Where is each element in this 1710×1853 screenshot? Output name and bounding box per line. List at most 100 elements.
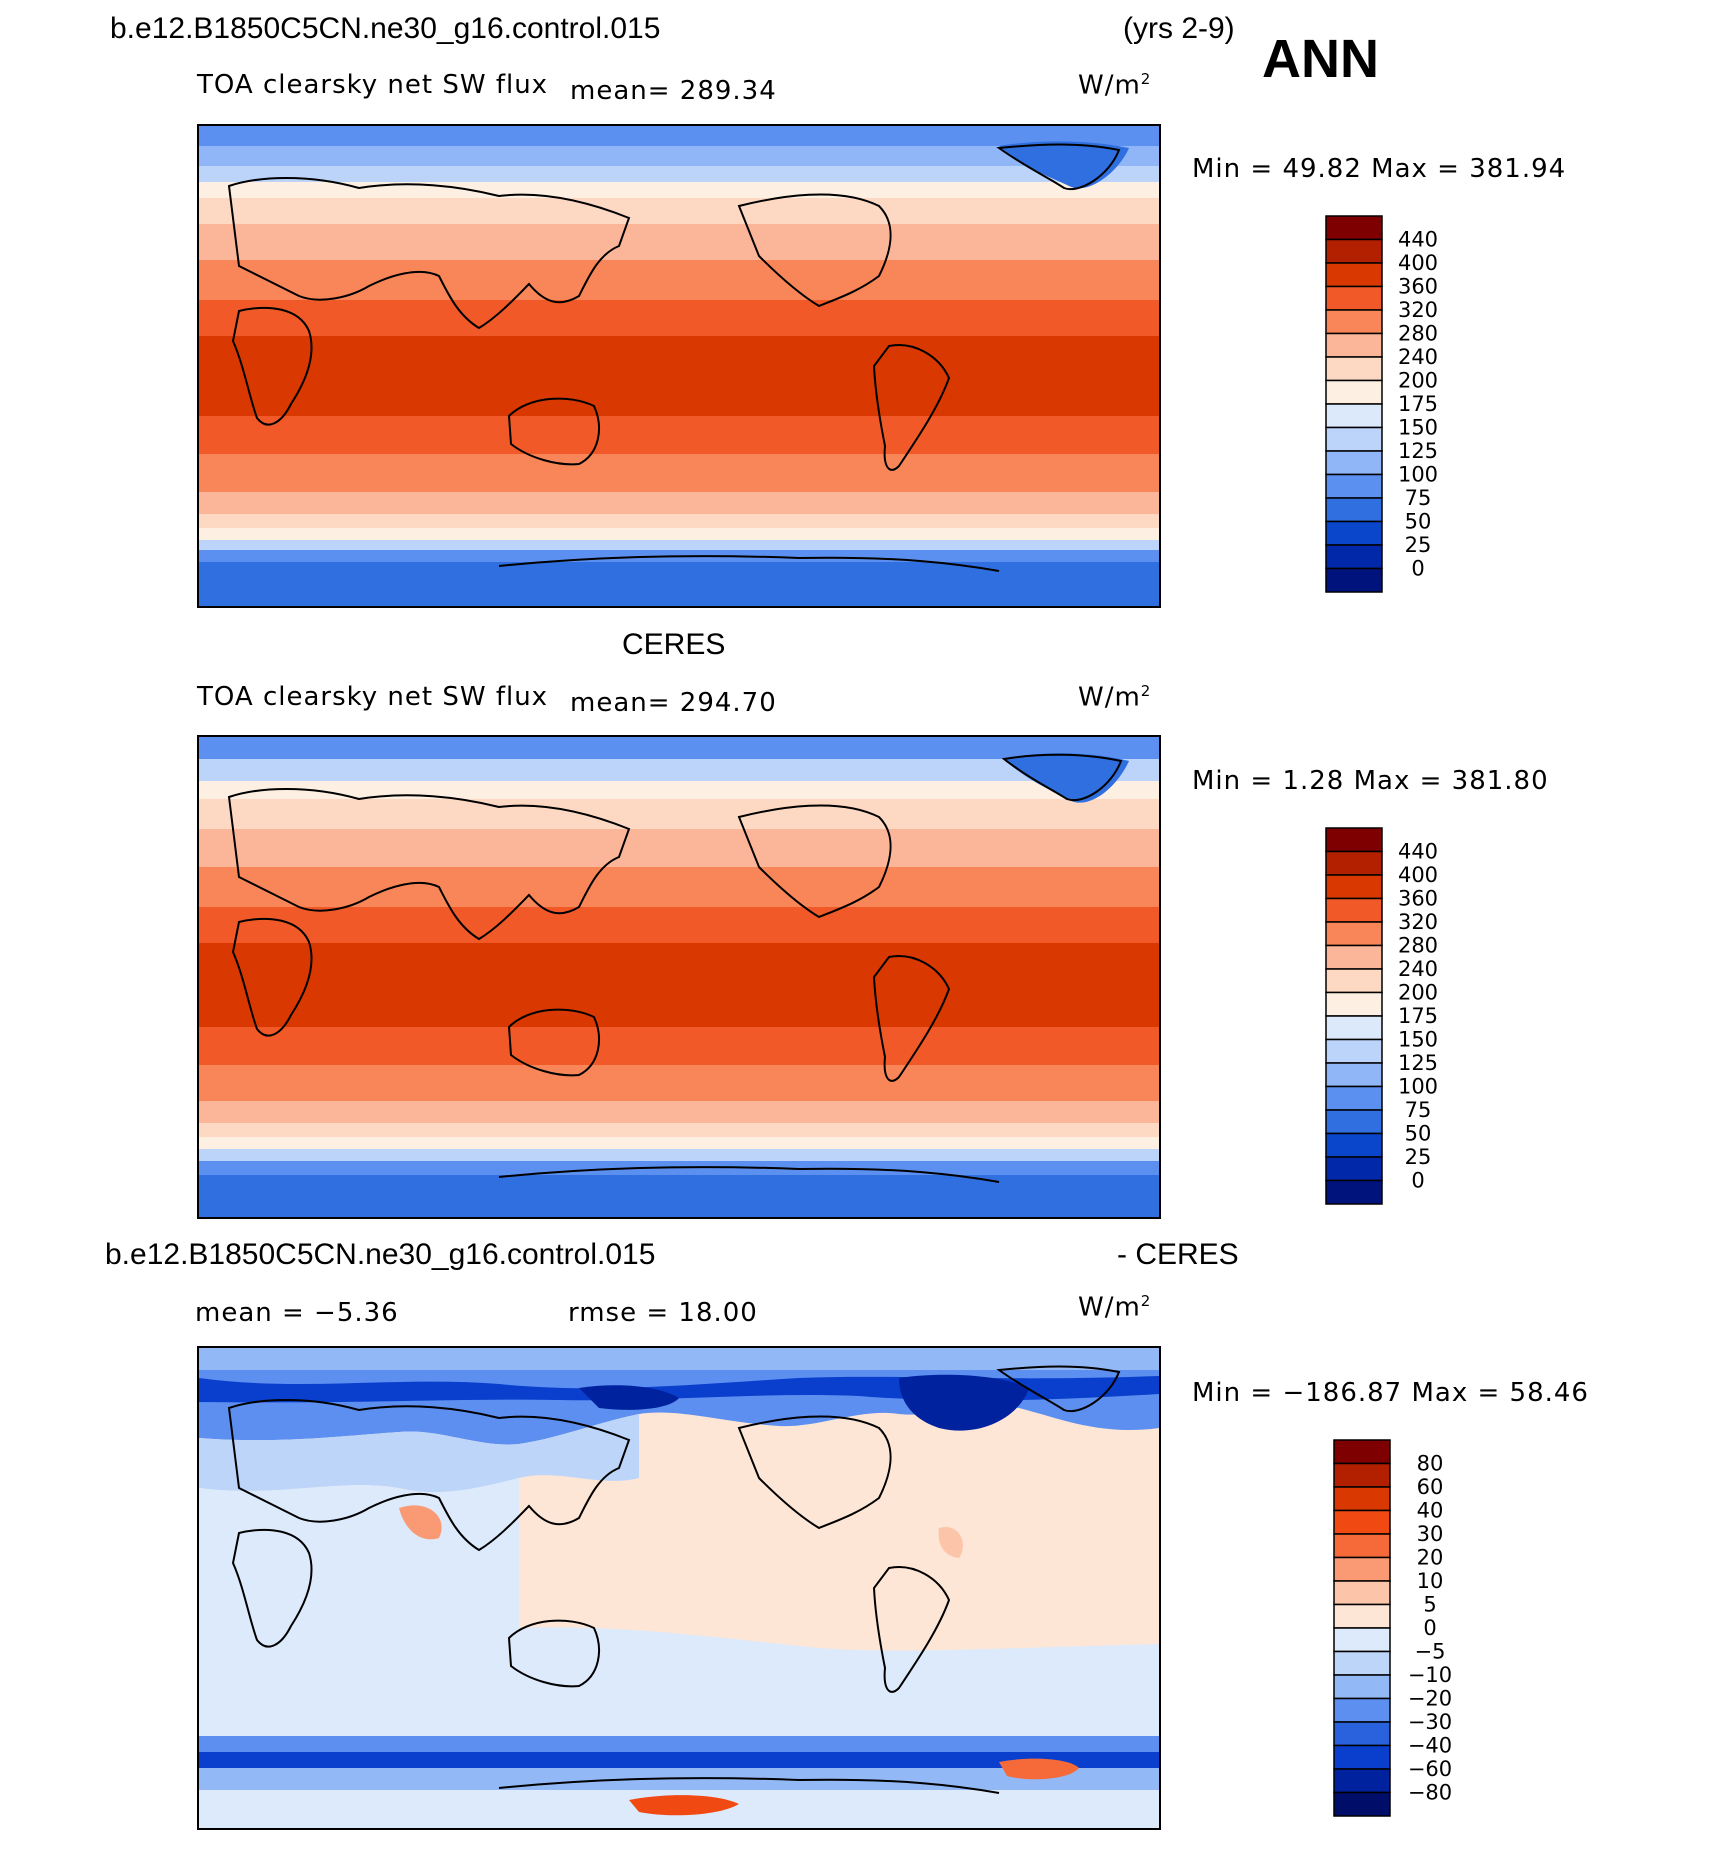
panel3-colorbar-label-9: −10 xyxy=(1408,1663,1452,1687)
panel1-colorbar-box-15 xyxy=(1325,567,1383,593)
panel3-colorbar-box-0 xyxy=(1333,1439,1391,1465)
panel2-colorbar-box-10 xyxy=(1325,1062,1383,1088)
panel3-title-left: b.e12.B1850C5CN.ne30_g16.control.015 xyxy=(105,1238,656,1271)
panel1-colorbar-label-14: 0 xyxy=(1411,557,1424,581)
panel3-minmax: Min = −186.87 Max = 58.46 xyxy=(1192,1378,1589,1408)
panel3-colorbar-box-14 xyxy=(1333,1768,1391,1794)
panel1-colorbar-label-5: 240 xyxy=(1398,345,1438,369)
panel1-colorbar-label-2: 360 xyxy=(1398,275,1438,299)
panel1-colorbar-box-4 xyxy=(1325,309,1383,335)
panel1-variable: TOA clearsky net SW flux xyxy=(197,70,549,100)
panel1-colorbar-label-10: 100 xyxy=(1398,463,1438,487)
panel3-colorbar-label-11: −30 xyxy=(1408,1710,1452,1734)
panel2-colorbar-box-6 xyxy=(1325,968,1383,994)
panel1-colorbar-box-2 xyxy=(1325,262,1383,288)
panel2-colorbar-box-13 xyxy=(1325,1132,1383,1158)
panel3-colorbar-box-15 xyxy=(1333,1791,1391,1817)
panel3-title-right: - CERES xyxy=(1117,1238,1239,1271)
panel3-colorbar-label-3: 30 xyxy=(1417,1522,1444,1546)
panel3-coastlines xyxy=(227,1365,1121,1794)
panel1-colorbar-label-4: 280 xyxy=(1398,322,1438,346)
panel1-mean: mean= 289.34 xyxy=(570,76,777,106)
panel1-colorbar-box-0 xyxy=(1325,215,1383,241)
panel3-colorbar-box-3 xyxy=(1333,1509,1391,1535)
panel3-colorbar: 80 60 40 30 20 10 5 0 −5 −10 −20 −30 −40 −60 −80 xyxy=(1333,1439,1464,1820)
panel3-colorbar-label-6: 5 xyxy=(1423,1593,1436,1617)
panel2-colorbar-box-4 xyxy=(1325,921,1383,947)
panel2-colorbar-box-5 xyxy=(1325,944,1383,970)
panel1-colorbar-label-12: 50 xyxy=(1405,510,1432,534)
panel2-colorbar-box-7 xyxy=(1325,991,1383,1017)
panel2-colorbar-label-12: 50 xyxy=(1405,1122,1432,1146)
panel1-colorbar-label-7: 175 xyxy=(1398,392,1438,416)
panel1-colorbar-label-1: 400 xyxy=(1398,251,1438,275)
panel3-colorbar-label-8: −5 xyxy=(1415,1640,1446,1664)
panel3-field xyxy=(199,1348,1159,1828)
panel2-colorbar-label-1: 400 xyxy=(1398,863,1438,887)
panel1-colorbar-box-12 xyxy=(1325,497,1383,523)
panel3-colorbar-label-14: −80 xyxy=(1408,1781,1452,1805)
panel1-colorbar-label-8: 150 xyxy=(1398,416,1438,440)
panel2-colorbar-label-7: 175 xyxy=(1398,1004,1438,1028)
panel1-minmax: Min = 49.82 Max = 381.94 xyxy=(1192,154,1567,184)
season-label: ANN xyxy=(1262,29,1379,89)
panel1-colorbar-box-10 xyxy=(1325,450,1383,476)
panel3-colorbar-label-10: −20 xyxy=(1408,1687,1452,1711)
panel3-colorbar-box-4 xyxy=(1333,1533,1391,1559)
panel1-colorbar-box-13 xyxy=(1325,520,1383,546)
panel2-field xyxy=(199,737,1159,1217)
panel1-colorbar-label-11: 75 xyxy=(1405,486,1432,510)
panel2-units: W/m2 xyxy=(1078,682,1152,713)
years-label: (yrs 2-9) xyxy=(1123,12,1235,45)
panel3-colorbar-label-4: 20 xyxy=(1417,1546,1444,1570)
panel1-map xyxy=(197,124,1161,608)
panel2-colorbar-box-0 xyxy=(1325,827,1383,853)
panel2-colorbar-box-3 xyxy=(1325,897,1383,923)
panel1-units: W/m2 xyxy=(1078,70,1152,101)
panel2-colorbar-label-5: 240 xyxy=(1398,957,1438,981)
panel1-colorbar-box-6 xyxy=(1325,356,1383,382)
panel2-colorbar-box-2 xyxy=(1325,874,1383,900)
panel3-colorbar-box-12 xyxy=(1333,1721,1391,1747)
panel2-colorbar-label-9: 125 xyxy=(1398,1051,1438,1075)
panel2-colorbar-label-14: 0 xyxy=(1411,1169,1424,1193)
case-name: b.e12.B1850C5CN.ne30_g16.control.015 xyxy=(110,12,661,45)
panel2-title: CERES xyxy=(622,628,726,661)
panel3-rmse: rmse = 18.00 xyxy=(568,1298,758,1328)
panel1-colorbar-label-13: 25 xyxy=(1405,533,1432,557)
panel3-colorbar-box-10 xyxy=(1333,1674,1391,1700)
panel1-field xyxy=(199,126,1159,606)
panel1-colorbar: 440 400 360 320 280 240 200 175 150 125 100 75 50 25 0 xyxy=(1325,215,1456,596)
panel2-variable: TOA clearsky net SW flux xyxy=(197,682,549,712)
panel1-colorbar-label-9: 125 xyxy=(1398,439,1438,463)
panel3-colorbar-box-8 xyxy=(1333,1627,1391,1653)
panel1-colorbar-box-7 xyxy=(1325,379,1383,405)
panel1-colorbar-label-0: 440 xyxy=(1398,228,1438,252)
panel2-colorbar: 440 400 360 320 280 240 200 175 150 125 100 75 50 25 0 xyxy=(1325,827,1456,1208)
panel1-colorbar-box-11 xyxy=(1325,473,1383,499)
panel2-colorbar-box-1 xyxy=(1325,850,1383,876)
panel3-colorbar-label-13: −60 xyxy=(1408,1757,1452,1781)
panel2-colorbar-label-3: 320 xyxy=(1398,910,1438,934)
panel3-colorbar-label-1: 60 xyxy=(1417,1475,1444,1499)
panel3-mean: mean = −5.36 xyxy=(195,1298,399,1328)
panel2-colorbar-label-10: 100 xyxy=(1398,1075,1438,1099)
panel3-colorbar-box-7 xyxy=(1333,1603,1391,1629)
panel2-colorbar-box-9 xyxy=(1325,1038,1383,1064)
panel2-minmax: Min = 1.28 Max = 381.80 xyxy=(1192,766,1549,796)
panel3-colorbar-box-5 xyxy=(1333,1556,1391,1582)
panel3-colorbar-label-0: 80 xyxy=(1417,1452,1444,1476)
panel2-coastlines xyxy=(227,753,1123,1183)
panel2-colorbar-box-15 xyxy=(1325,1179,1383,1205)
panel2-map xyxy=(197,735,1161,1219)
panel1-coastlines xyxy=(227,143,1121,572)
panel2-colorbar-box-11 xyxy=(1325,1085,1383,1111)
panel2-mean: mean= 294.70 xyxy=(570,688,777,718)
panel2-colorbar-label-0: 440 xyxy=(1398,840,1438,864)
panel3-map xyxy=(197,1346,1161,1830)
panel2-colorbar-label-4: 280 xyxy=(1398,934,1438,958)
panel3-colorbar-box-13 xyxy=(1333,1744,1391,1770)
panel2-colorbar-box-14 xyxy=(1325,1156,1383,1182)
panel2-colorbar-label-2: 360 xyxy=(1398,887,1438,911)
panel3-colorbar-box-6 xyxy=(1333,1580,1391,1606)
